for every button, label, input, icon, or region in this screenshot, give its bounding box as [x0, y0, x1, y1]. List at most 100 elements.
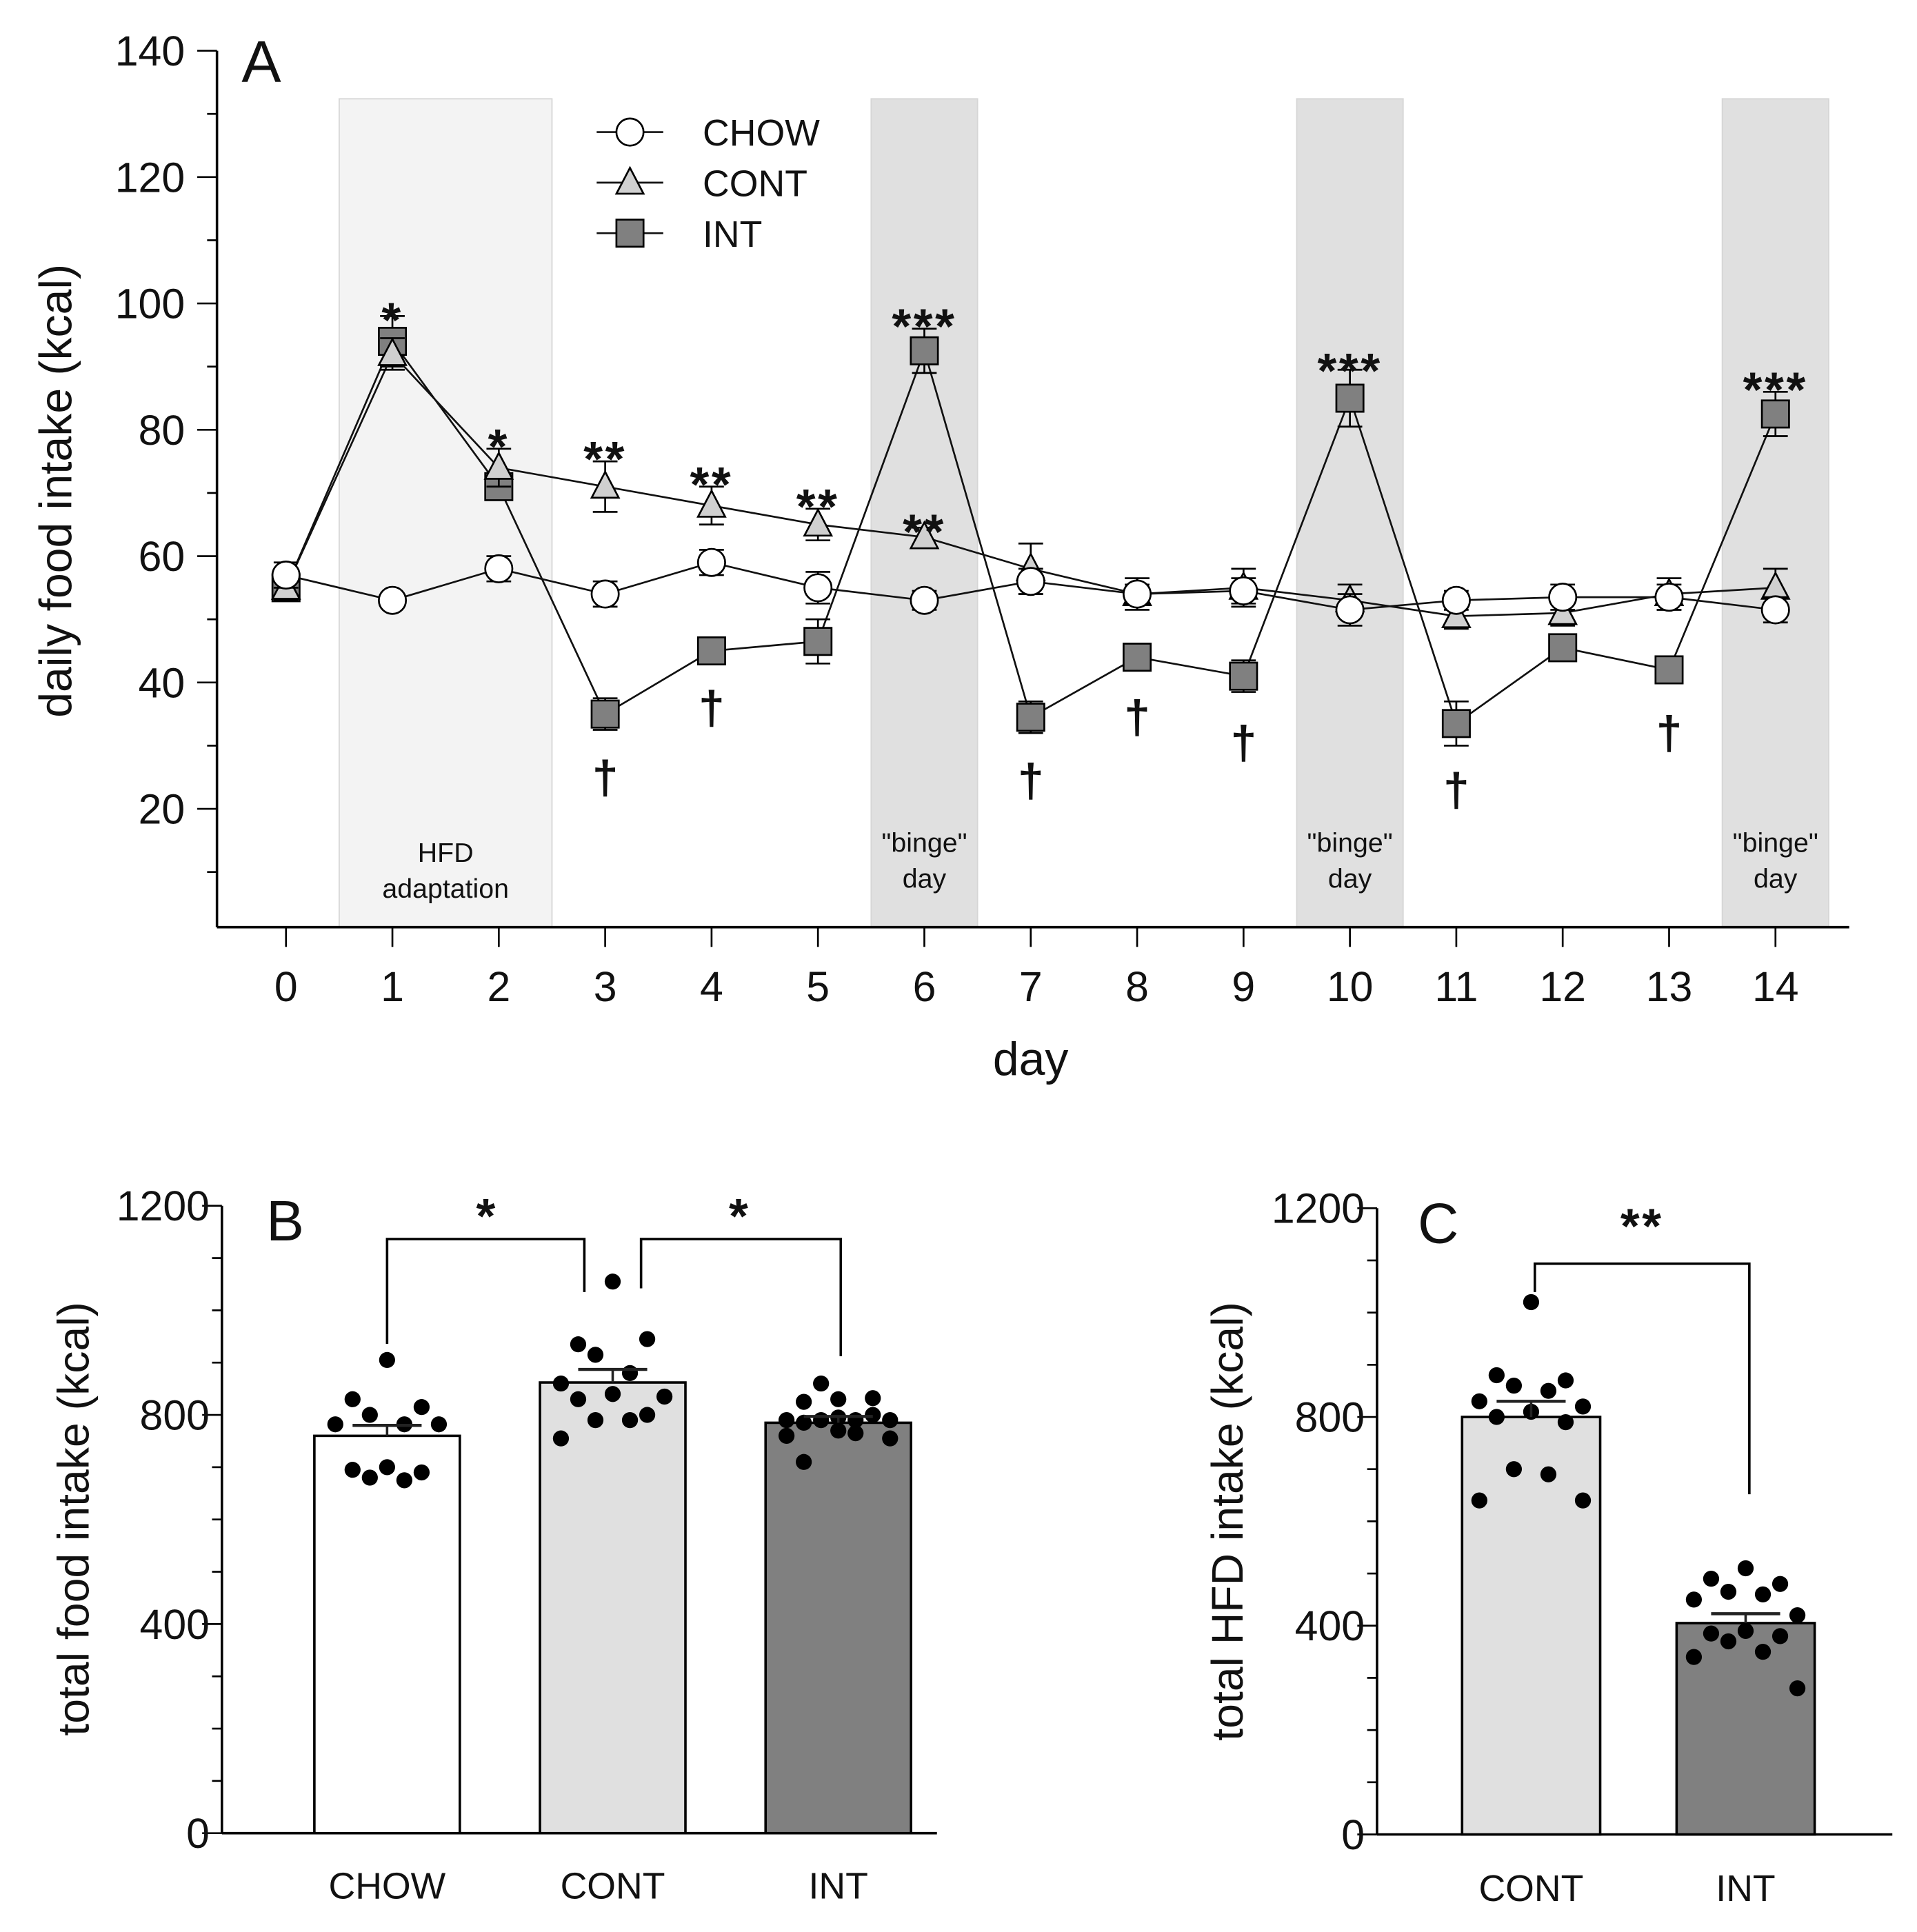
shaded-region-label: HFD: [418, 838, 474, 868]
data-point: [910, 336, 939, 365]
individual-point: [1737, 1560, 1754, 1577]
legend-marker-triangle: [614, 165, 645, 195]
shaded-region-label: "binge": [1733, 828, 1818, 858]
y-tick-label: 40: [139, 659, 185, 706]
bar-cont: [539, 1381, 687, 1835]
individual-point: [552, 1430, 570, 1447]
data-point: [1441, 585, 1471, 615]
individual-point: [1754, 1643, 1772, 1660]
significance-stars: *: [729, 1189, 750, 1244]
y-tick-label: 20: [139, 786, 185, 833]
individual-point: [1720, 1583, 1737, 1600]
data-point: [803, 573, 833, 603]
individual-point: [830, 1422, 847, 1439]
data-point: [590, 699, 620, 729]
individual-point: [1488, 1367, 1505, 1384]
individual-point: [1720, 1633, 1737, 1650]
individual-point: [1523, 1294, 1540, 1311]
data-point: [696, 636, 726, 666]
individual-point: [1685, 1591, 1703, 1608]
shaded-region-label: day: [1754, 863, 1798, 894]
bar-chow: [313, 1434, 461, 1835]
x-tick-label: 1: [381, 963, 404, 1010]
individual-point: [430, 1416, 448, 1433]
y-tick-label: 80: [139, 407, 185, 454]
individual-point: [1505, 1461, 1523, 1478]
data-point: [1760, 595, 1790, 625]
data-point: [483, 450, 514, 480]
y-tick-label: 0: [1341, 1811, 1365, 1858]
individual-point: [796, 1393, 812, 1410]
star-annotation: *: [488, 419, 510, 474]
y-tick-label: 800: [1295, 1393, 1365, 1440]
star-annotation: **: [903, 505, 946, 560]
y-tick-label: 100: [115, 281, 185, 328]
panel-a-label: A: [241, 28, 281, 94]
data-point: [1229, 576, 1258, 605]
dagger-annotation: †: [592, 752, 619, 803]
data-point: [1548, 633, 1578, 663]
panel-b-bar-chart: B total food intake (kcal) 0 400 800 1200 CH…: [49, 1183, 937, 1906]
dagger-annotation: †: [1124, 692, 1150, 743]
individual-point: [1471, 1393, 1487, 1409]
data-point: [590, 470, 621, 499]
data-point: [1441, 709, 1471, 738]
individual-point: [621, 1412, 639, 1429]
individual-point: [344, 1391, 361, 1407]
individual-point: [396, 1472, 413, 1489]
star-annotation: ***: [1318, 343, 1383, 399]
star-annotation: ***: [892, 299, 956, 354]
individual-point: [865, 1407, 881, 1423]
individual-point: [570, 1391, 587, 1407]
individual-point: [1772, 1576, 1789, 1592]
individual-point: [656, 1388, 673, 1405]
individual-point: [379, 1351, 395, 1369]
y-tick-label: 1200: [1272, 1185, 1365, 1232]
panel-a-line-chart: HFD adaptation "binge" day "binge" day "binge"…: [31, 28, 1849, 1085]
x-tick-label: 2: [487, 963, 510, 1010]
individual-point: [847, 1425, 864, 1442]
panel-a-y-axis-title: daily food intake (kcal): [31, 264, 82, 718]
individual-point: [1557, 1372, 1574, 1389]
dagger-annotation: †: [1230, 717, 1256, 769]
shaded-region-label: "binge": [881, 828, 967, 858]
panel-c-y-axis-title: total HFD intake (kcal): [1203, 1302, 1252, 1741]
data-point: [1654, 583, 1684, 612]
shaded-region-label: day: [903, 863, 947, 894]
category-label: CONT: [1478, 1868, 1583, 1909]
panel-c-label: C: [1418, 1192, 1458, 1255]
panel-b-label: B: [266, 1190, 304, 1253]
y-tick-label: 0: [186, 1810, 210, 1857]
individual-point: [1540, 1382, 1557, 1399]
individual-point: [1574, 1398, 1592, 1415]
x-tick-label: 5: [806, 963, 830, 1010]
x-tick-label: 6: [913, 963, 936, 1010]
legend-label: CHOW: [703, 112, 820, 154]
individual-point: [1557, 1413, 1574, 1431]
individual-point: [1737, 1622, 1754, 1639]
individual-point: [882, 1430, 899, 1447]
data-point: [1016, 703, 1045, 732]
star-annotation: *: [381, 293, 403, 348]
legend: CHOW CONT INT: [596, 112, 820, 255]
x-tick-label: 9: [1232, 963, 1255, 1010]
individual-point: [1685, 1649, 1703, 1665]
individual-point: [882, 1412, 899, 1429]
data-point: [271, 561, 301, 590]
x-tick-label: 13: [1646, 963, 1693, 1010]
individual-point: [830, 1391, 847, 1407]
category-label: INT: [1716, 1868, 1775, 1909]
x-tick-label: 10: [1327, 963, 1374, 1010]
shaded-region: [870, 98, 978, 928]
x-tick-label: 11: [1434, 963, 1478, 1010]
data-point: [1760, 399, 1790, 429]
data-point: [1335, 595, 1365, 625]
shaded-region: [1296, 98, 1404, 928]
series-chow: [271, 547, 1790, 627]
y-tick-label: 120: [115, 154, 185, 201]
panel-b-y-axis-title: total food intake (kcal): [49, 1302, 99, 1736]
star-annotation: **: [796, 479, 840, 534]
individual-point: [587, 1412, 604, 1429]
x-tick-label: 12: [1539, 963, 1586, 1010]
